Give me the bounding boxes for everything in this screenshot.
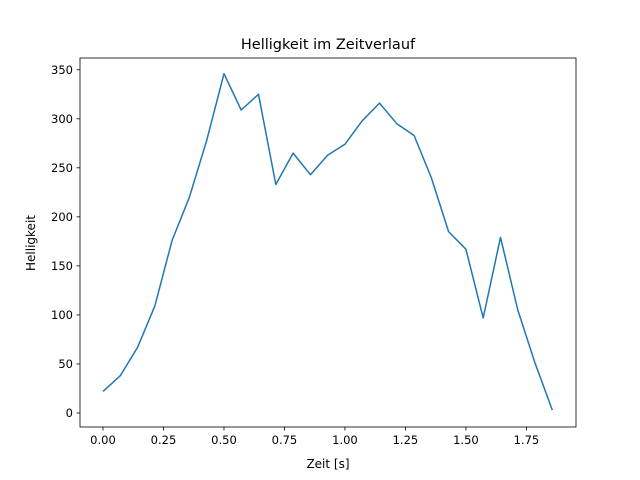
y-tick-label: 150 bbox=[51, 259, 73, 273]
x-axis-label: Zeit [s] bbox=[306, 457, 349, 471]
y-axis-label: Helligkeit bbox=[24, 215, 38, 271]
y-tick-label: 50 bbox=[58, 357, 73, 371]
y-tick-label: 300 bbox=[51, 112, 73, 126]
y-tick-label: 350 bbox=[51, 63, 73, 77]
series-line bbox=[102, 72, 554, 411]
plot-area: 0.00 0.25 0.50 0.75 1.00 1.25 1.50 1.75 0 50 100 15… bbox=[51, 57, 577, 447]
x-tick-label: 0.00 bbox=[90, 433, 116, 447]
x-tick-label: 1.50 bbox=[453, 433, 479, 447]
x-tick-label: 1.75 bbox=[514, 433, 540, 447]
x-tick-label: 1.00 bbox=[332, 433, 358, 447]
x-tick-label: 0.75 bbox=[272, 433, 298, 447]
y-tick-label: 100 bbox=[51, 308, 73, 322]
y-tick-label: 250 bbox=[51, 161, 73, 175]
x-tick-label: 1.25 bbox=[393, 433, 419, 447]
axes-frame bbox=[79, 57, 577, 428]
x-tick-label: 0.50 bbox=[211, 433, 237, 447]
y-tick-label: 0 bbox=[66, 406, 73, 420]
x-tick-label: 0.25 bbox=[151, 433, 177, 447]
y-tick-label: 200 bbox=[51, 210, 73, 224]
chart-title: Helligkeit im Zeitverlauf bbox=[241, 37, 416, 53]
